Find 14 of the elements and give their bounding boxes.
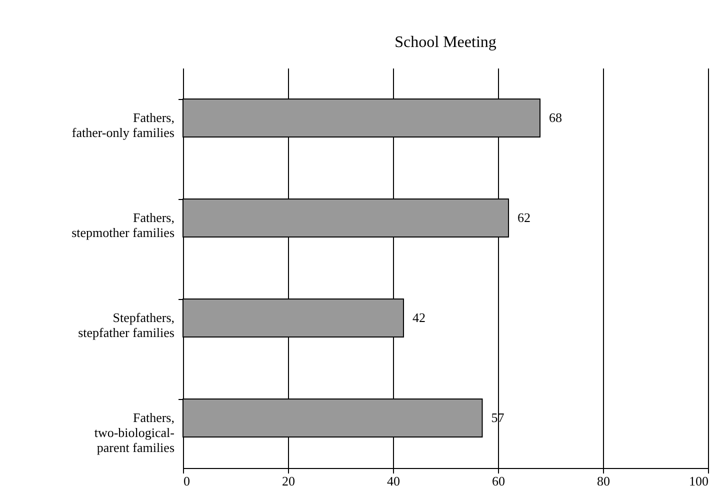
y-tick-label: Fathers, father-only families xyxy=(72,110,174,140)
chart-title: School Meeting xyxy=(394,34,496,51)
data-label: 68 xyxy=(549,110,562,125)
y-tick-label: Fathers, stepmother families xyxy=(72,210,174,240)
x-tick-label: 0 xyxy=(184,474,190,488)
y-tick-label: Fathers, two-biological-parent families xyxy=(94,410,174,455)
x-tick-label: 40 xyxy=(387,474,400,488)
y-tick-label: Stepfathers, stepfather families xyxy=(78,310,174,340)
x-tick-label: 60 xyxy=(492,474,505,488)
x-tick-label: 20 xyxy=(282,474,295,488)
data-label: 42 xyxy=(412,310,426,325)
data-label: 62 xyxy=(518,210,530,225)
x-tick-label: 80 xyxy=(597,474,610,488)
x-tick-label: 100 xyxy=(689,474,708,488)
